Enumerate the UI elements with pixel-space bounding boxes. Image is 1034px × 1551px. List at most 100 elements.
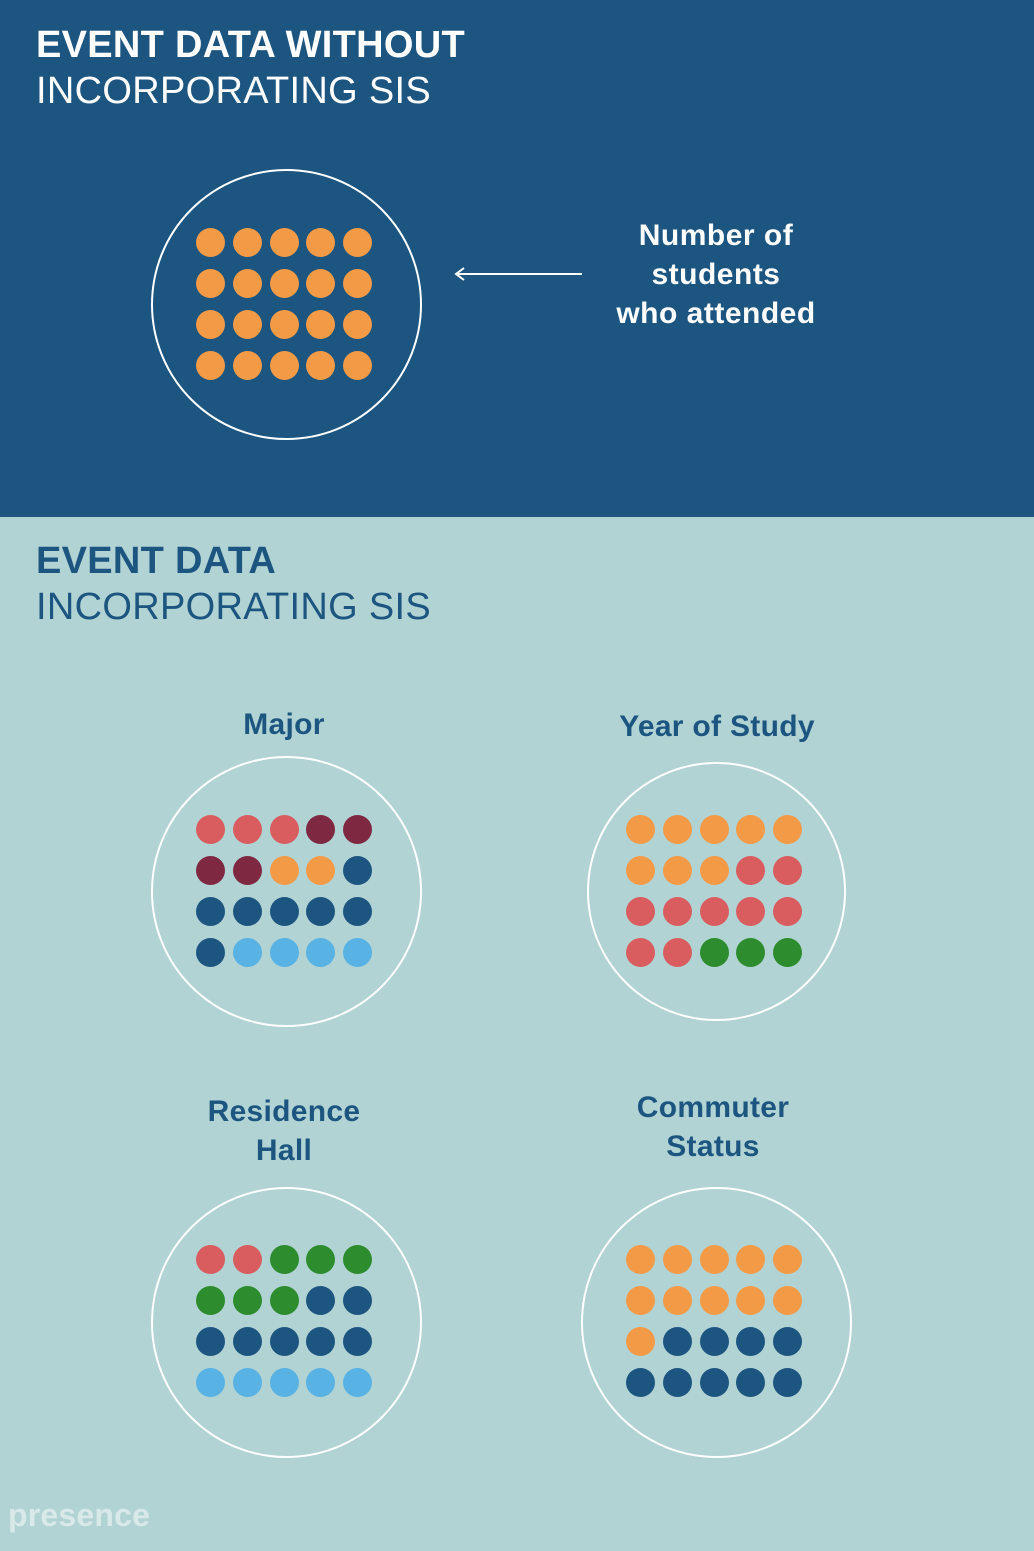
dot-coral — [269, 815, 299, 844]
dot-green — [232, 1286, 262, 1315]
dot-orange — [773, 1286, 803, 1315]
dot-green — [699, 938, 729, 967]
dot-green — [269, 1245, 299, 1274]
attendance-annotation: Number of students who attended — [596, 216, 836, 333]
dot-orange — [343, 351, 373, 380]
dot-orange — [699, 856, 729, 885]
label-line: Hall — [255, 1134, 313, 1167]
dot-navy — [699, 1368, 729, 1397]
dot-coral — [196, 815, 225, 844]
dot-orange — [269, 269, 299, 298]
dot-orange — [626, 1327, 655, 1356]
dot-orange — [662, 1245, 692, 1274]
dot-coral — [232, 815, 262, 844]
top-heading-bold: EVENT DATA WITHOUT — [36, 24, 465, 66]
top-panel: EVENT DATA WITHOUT INCORPORATING SIS Num… — [0, 0, 1034, 517]
dot-coral — [232, 1245, 262, 1274]
dot-coral — [196, 1245, 225, 1274]
dot-orange — [306, 351, 336, 380]
dot-coral — [773, 856, 803, 885]
dot-orange — [662, 815, 692, 844]
dot-maroon — [306, 815, 336, 844]
dot-navy — [773, 1368, 803, 1397]
dot-orange — [306, 856, 336, 885]
dot-navy — [343, 897, 373, 926]
dot-orange — [269, 310, 299, 339]
dot-navy — [232, 897, 262, 926]
dot-navy — [662, 1368, 692, 1397]
top-heading-light: INCORPORATING SIS — [36, 70, 431, 112]
dot-navy — [343, 856, 373, 885]
major-circle — [151, 756, 422, 1027]
label-line: Major — [243, 708, 325, 741]
dot-orange — [269, 856, 299, 885]
dot-sky — [306, 1368, 336, 1397]
dot-navy — [306, 1286, 336, 1315]
dot-orange — [343, 310, 373, 339]
dot-orange — [343, 269, 373, 298]
dot-navy — [699, 1327, 729, 1356]
dot-orange — [196, 269, 225, 298]
dot-orange — [626, 856, 655, 885]
dot-orange — [773, 1245, 803, 1274]
dot-navy — [269, 1327, 299, 1356]
dot-orange — [196, 351, 225, 380]
dot-maroon — [232, 856, 262, 885]
dot-sky — [269, 1368, 299, 1397]
bottom-heading-bold: EVENT DATA — [36, 540, 277, 582]
dot-orange — [699, 1245, 729, 1274]
dot-orange — [736, 1286, 766, 1315]
dot-orange — [662, 856, 692, 885]
dot-navy — [196, 938, 225, 967]
presence-logo: presence — [8, 1497, 151, 1533]
dot-orange — [232, 351, 262, 380]
dot-coral — [736, 856, 766, 885]
dot-green — [736, 938, 766, 967]
dot-orange — [232, 269, 262, 298]
dot-navy — [196, 897, 225, 926]
dot-navy — [306, 1327, 336, 1356]
label-line: Commuter — [636, 1091, 790, 1124]
dot-orange — [196, 228, 225, 257]
bottom-panel: EVENT DATA INCORPORATING SIS — [0, 517, 1034, 1551]
dot-orange — [626, 1245, 655, 1274]
annotation-line: who attended — [616, 297, 816, 330]
dot-sky — [269, 938, 299, 967]
dot-green — [306, 1245, 336, 1274]
top-heading: EVENT DATA WITHOUT INCORPORATING SIS — [36, 22, 465, 114]
dot-green — [196, 1286, 225, 1315]
dot-navy — [306, 897, 336, 926]
dot-navy — [343, 1327, 373, 1356]
dot-orange — [232, 228, 262, 257]
dot-coral — [662, 897, 692, 926]
dot-orange — [196, 310, 225, 339]
attendance-circle — [151, 169, 422, 440]
dot-coral — [736, 897, 766, 926]
label-line: Status — [666, 1130, 760, 1163]
dot-orange — [269, 351, 299, 380]
dot-orange — [306, 228, 336, 257]
dot-green — [269, 1286, 299, 1315]
dot-sky — [232, 1368, 262, 1397]
dot-green — [773, 938, 803, 967]
dot-orange — [699, 1286, 729, 1315]
label-line: Residence — [207, 1095, 361, 1128]
label-line: Year of Study — [619, 710, 815, 743]
residence-hall-label: Residence Hall — [134, 1092, 434, 1170]
commuter-status-label: Commuter Status — [563, 1088, 863, 1166]
bottom-heading: EVENT DATA INCORPORATING SIS — [36, 538, 431, 630]
dot-orange — [773, 815, 803, 844]
dot-orange — [736, 815, 766, 844]
dot-navy — [662, 1327, 692, 1356]
dot-orange — [626, 1286, 655, 1315]
major-label: Major — [134, 705, 434, 744]
dot-orange — [699, 815, 729, 844]
dot-orange — [736, 1245, 766, 1274]
dot-navy — [736, 1327, 766, 1356]
dot-navy — [269, 897, 299, 926]
dot-orange — [626, 815, 655, 844]
dot-sky — [196, 1368, 225, 1397]
bottom-heading-light: INCORPORATING SIS — [36, 586, 431, 628]
dot-orange — [232, 310, 262, 339]
residence-hall-circle — [151, 1187, 422, 1458]
